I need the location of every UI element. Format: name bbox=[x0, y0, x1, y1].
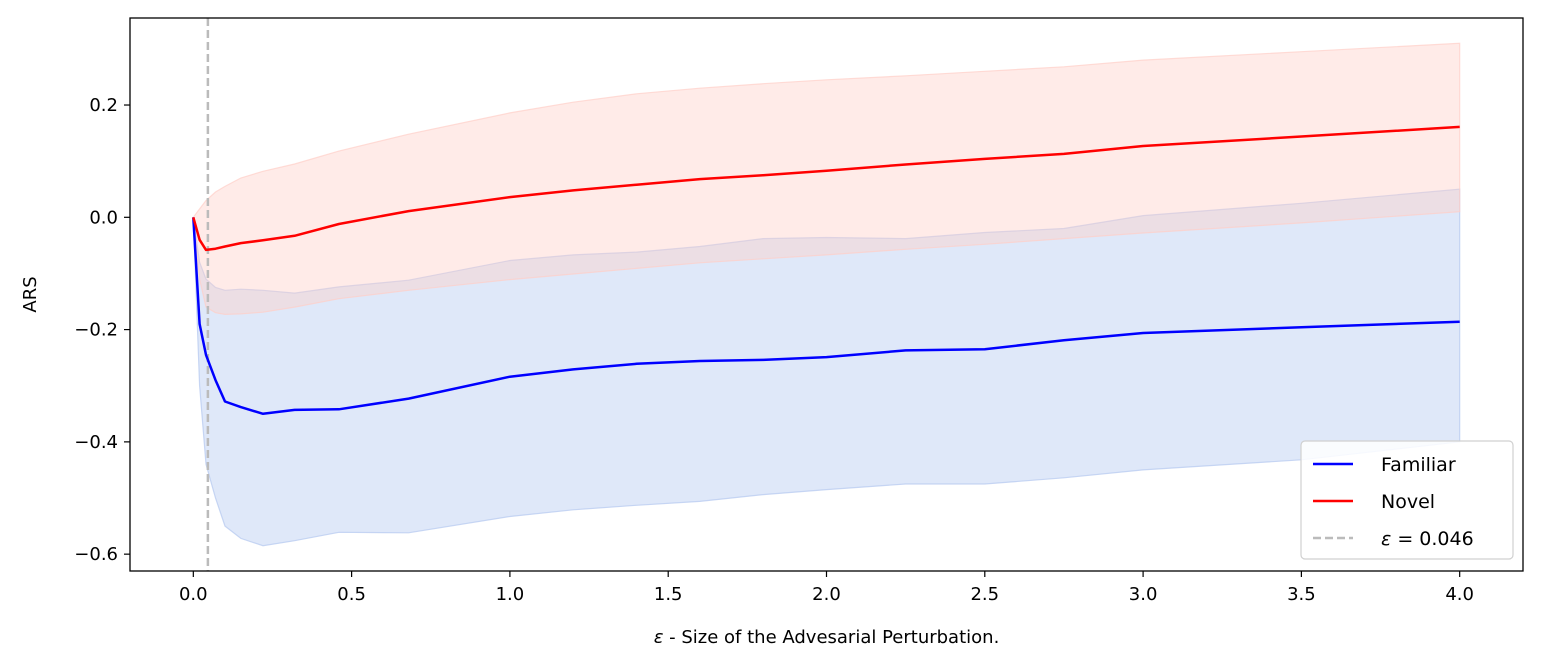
series-lines bbox=[192, 125, 1460, 416]
confidence-band-familiar bbox=[192, 188, 1461, 547]
legend-box bbox=[1300, 440, 1514, 560]
x-tick-label: 4.0 bbox=[1445, 584, 1474, 605]
y-axis-ticks: −0.6 −0.4 −0.2 0.0 0.2 bbox=[74, 95, 130, 565]
legend-threshold-symbol: ε bbox=[1381, 528, 1391, 550]
y-tick-label: 0.2 bbox=[89, 95, 118, 116]
x-tick-label: 1.0 bbox=[496, 584, 525, 605]
series-line-familiar bbox=[192, 217, 1460, 416]
y-tick-label: −0.4 bbox=[74, 432, 118, 453]
x-tick-label: 1.5 bbox=[654, 584, 683, 605]
x-tick-label: 2.5 bbox=[970, 584, 999, 605]
x-axis-label-symbol: ε bbox=[654, 627, 664, 648]
legend-label-familiar: Familiar bbox=[1381, 454, 1456, 476]
x-axis-label-text: - Size of the Advesarial Perturbation. bbox=[663, 627, 999, 648]
x-axis-label: ε - Size of the Advesarial Perturbation. bbox=[654, 627, 1000, 648]
y-tick-label: 0.0 bbox=[89, 207, 118, 228]
legend-label-threshold: ε = 0.046 bbox=[1381, 528, 1474, 550]
y-axis-label: ARS bbox=[20, 276, 41, 312]
series-line-novel bbox=[192, 125, 1460, 252]
legend-threshold-value: = 0.046 bbox=[1391, 528, 1473, 550]
x-tick-label: 2.0 bbox=[812, 584, 841, 605]
x-tick-label: 0.0 bbox=[179, 584, 208, 605]
y-tick-label: −0.2 bbox=[74, 320, 118, 341]
x-tick-label: 3.5 bbox=[1287, 584, 1316, 605]
legend: Familiar Novel ε = 0.046 bbox=[1300, 440, 1514, 560]
x-axis-ticks: 0.0 0.5 1.0 1.5 2.0 2.5 3.0 3.5 4.0 bbox=[179, 571, 1474, 605]
confidence-bands bbox=[192, 42, 1461, 547]
x-tick-label: 0.5 bbox=[337, 584, 366, 605]
y-tick-label: −0.6 bbox=[74, 544, 118, 565]
legend-label-novel: Novel bbox=[1381, 491, 1435, 513]
x-tick-label: 3.0 bbox=[1129, 584, 1158, 605]
